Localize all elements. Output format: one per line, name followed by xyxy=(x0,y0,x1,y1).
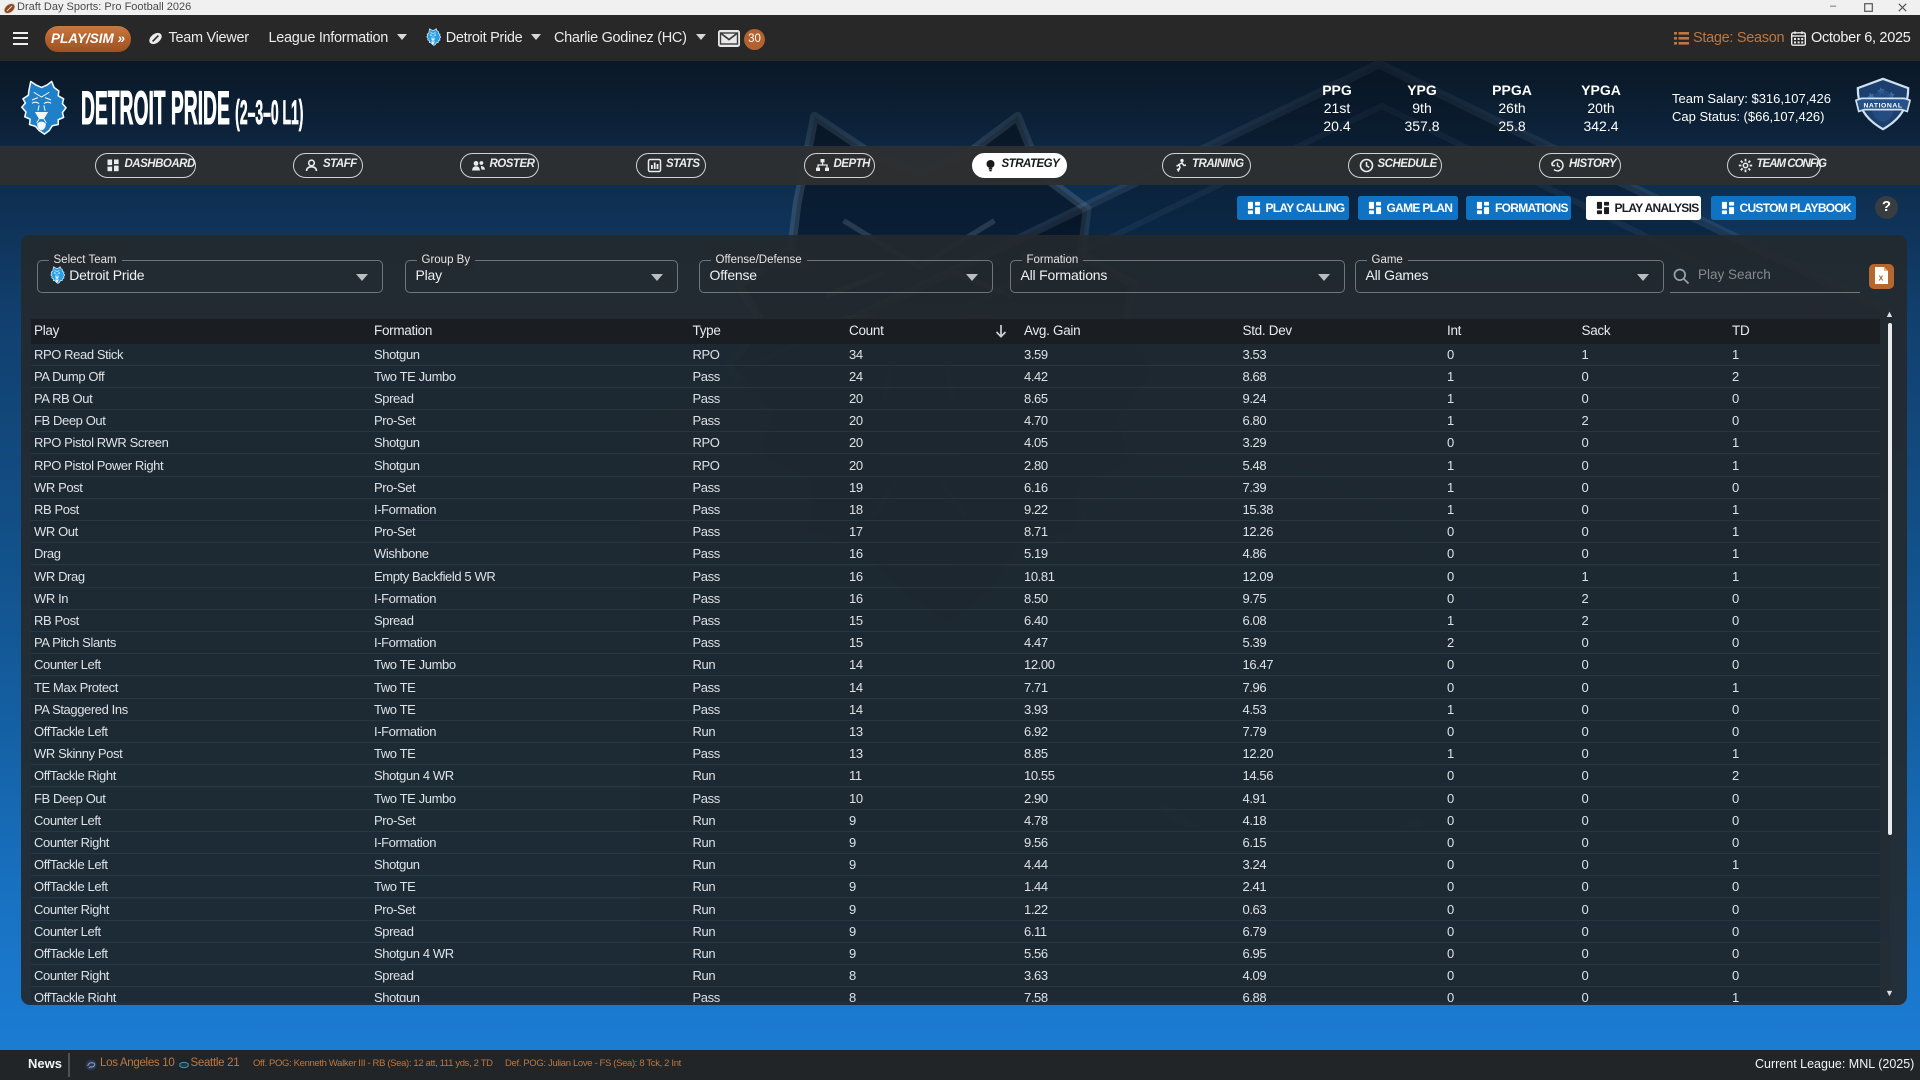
svg-text:x: x xyxy=(1878,273,1883,283)
svg-text:NATIONAL: NATIONAL xyxy=(1863,102,1902,109)
